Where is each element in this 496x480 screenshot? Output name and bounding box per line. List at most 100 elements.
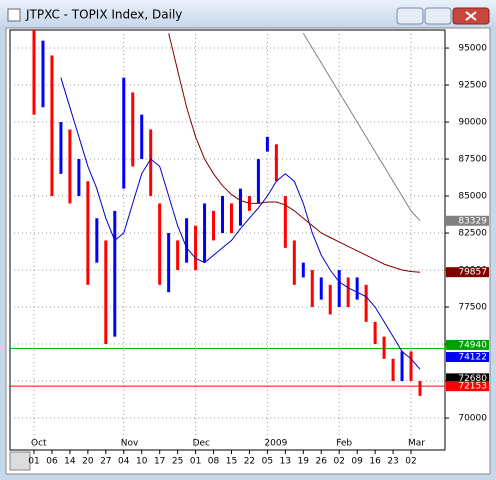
moving-average [60,77,421,370]
moving-average [302,33,421,222]
candle [310,270,314,308]
price-tag-label: 72153 [458,382,487,392]
y-tick-label: 95000 [458,44,487,54]
candle [59,122,63,174]
candle [382,336,386,359]
y-tick-label: 70000 [458,414,487,424]
y-tick-label: 90000 [458,118,487,128]
candle [409,351,413,382]
candle [400,351,404,382]
candle [292,240,296,285]
y-tick-label: 92500 [458,81,487,91]
price-tag [446,215,489,226]
x-tick-label: 15 [226,457,237,467]
candle [319,277,323,300]
x-tick-label: 01 [28,457,39,467]
candle [229,203,233,234]
month-label: 2009 [264,439,287,449]
price-tag [446,373,489,384]
x-tick-label: 01 [190,457,201,467]
candle [274,144,278,182]
candle [68,129,72,204]
price-tag [446,381,489,392]
x-tick-label: 22 [244,457,255,467]
candle [95,218,99,263]
maximize-button[interactable] [424,7,452,25]
x-tick-label: 17 [154,457,165,467]
candle [212,210,216,241]
y-tick-label: 82500 [458,229,487,239]
x-tick-label: 06 [46,457,58,467]
candle [113,210,117,337]
x-tick-label: 26 [316,457,328,467]
month-label: Dec [193,439,210,449]
x-tick-label: 02 [333,457,344,467]
month-label: Oct [31,439,47,449]
candle [131,92,135,167]
month-label: Mar [408,439,425,449]
y-tick-label: 85000 [458,192,487,202]
candle [185,218,189,263]
candle [140,114,144,160]
x-tick-label: 05 [262,457,273,467]
month-label: Nov [121,439,139,449]
candle [283,196,287,248]
minimize-button[interactable] [396,7,424,25]
candle [158,203,162,285]
price-tag [446,267,489,278]
candle [167,233,171,293]
candle [346,277,350,308]
candle [194,225,198,271]
plot [10,30,445,450]
candle [122,77,126,189]
x-tick-label: 25 [172,457,183,467]
candle [265,136,269,152]
candle [373,321,377,345]
price-tag-label: 74122 [458,353,487,363]
y-tick-label: 87500 [458,155,487,165]
candle [364,284,368,322]
x-tick-label: 20 [82,457,94,467]
candle [176,240,180,271]
candle [77,159,81,197]
x-tick-label: 27 [100,457,111,467]
candle [32,30,36,115]
y-tick-label: 77500 [458,303,487,313]
x-tick-label: 13 [280,457,291,467]
moving-average [168,33,421,273]
candle [328,284,332,315]
candle [337,270,341,308]
candle [41,40,45,108]
price-tag-label: 74940 [458,340,487,350]
x-tick-label: 02 [405,457,416,467]
candle [238,188,242,226]
window-icon [7,8,21,22]
x-tick-label: 08 [208,457,220,467]
x-tick-label: 09 [351,457,363,467]
x-tick-label: 04 [118,457,130,467]
month-label: Feb [336,439,352,449]
candle [149,129,153,197]
plot-border [9,29,446,451]
close-icon [465,11,477,21]
candle [221,196,225,234]
price-tag-label: 72680 [458,374,487,384]
x-tick-label: 10 [136,457,148,467]
price-tag-label: 79857 [458,268,487,278]
x-tick-label: 16 [369,457,381,467]
price-tag [446,339,489,350]
candle [203,203,207,263]
candle [86,181,90,285]
scroll-box[interactable] [9,451,31,471]
x-tick-label: 23 [387,457,398,467]
x-tick-label: 14 [64,457,76,467]
window-title: JTPXC - TOPIX Index, Daily [25,8,182,22]
price-tag [446,352,489,363]
candle [50,55,54,197]
price-tag-label: 83329 [458,216,487,226]
x-tick-label: 19 [298,457,310,467]
candle [355,277,359,300]
candle [256,159,260,204]
candle [391,358,395,382]
